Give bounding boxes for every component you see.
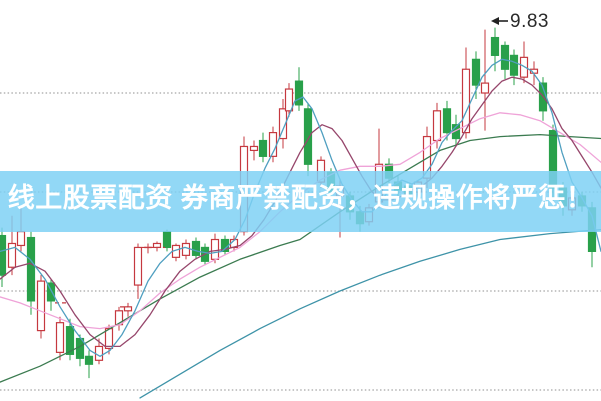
candle-body	[84, 355, 94, 365]
candle-body	[191, 240, 201, 256]
candle-body	[442, 108, 452, 134]
candle-body	[46, 282, 56, 302]
candle-body	[284, 88, 294, 112]
promo-banner: 线上股票配资 券商严禁配资，违规操作将严惩！	[0, 171, 601, 232]
candle-body	[471, 58, 481, 86]
candle-body	[461, 68, 471, 134]
candle-body	[26, 236, 36, 302]
candle-body	[294, 80, 304, 106]
candle-body	[480, 82, 490, 94]
ma-line-long_teal	[139, 228, 601, 399]
candle-body	[0, 234, 7, 276]
candle-body	[133, 246, 143, 286]
candle-body	[104, 328, 114, 350]
promo-banner-text: 线上股票配资 券商严禁配资，违规操作将严惩！	[7, 183, 594, 213]
ma-line-fast_teal	[0, 58, 601, 357]
candle-body	[490, 36, 500, 56]
candle-body	[509, 54, 519, 76]
candle-body	[278, 108, 288, 140]
candle-body	[500, 44, 510, 70]
candle-body	[181, 242, 191, 256]
annotation-arrow-head	[491, 17, 499, 25]
candle-body	[249, 145, 259, 152]
candle-body	[36, 280, 46, 332]
candle-body	[55, 322, 65, 353]
candle-body	[258, 139, 268, 157]
price-annotation-label: 9.83	[510, 11, 549, 32]
candle-body	[210, 238, 220, 260]
candle-body	[303, 108, 313, 165]
candle-body	[7, 242, 17, 268]
candle-body	[65, 326, 75, 355]
candle-body	[94, 345, 104, 361]
candle-body	[16, 231, 26, 247]
candle-body	[162, 231, 172, 249]
ma-line-mid_maroon	[0, 76, 601, 348]
candle-body	[432, 110, 442, 142]
candle-body	[519, 56, 529, 78]
